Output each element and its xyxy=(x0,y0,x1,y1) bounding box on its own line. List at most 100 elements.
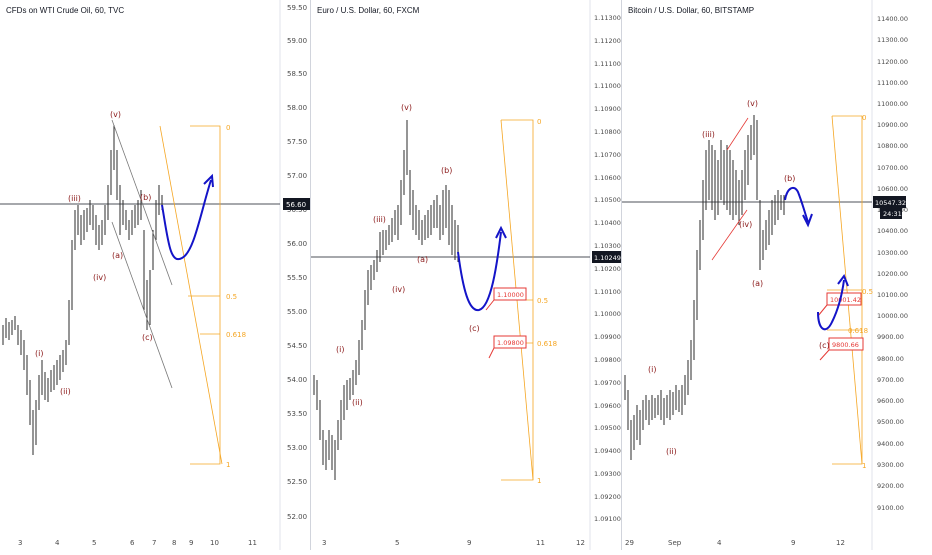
eurusd-callout-label: 1.09800 xyxy=(497,339,524,347)
wti-fib-retracement: 0 0.5 0.618 1 xyxy=(159,124,246,469)
btcusd-wave-label: (b) xyxy=(784,174,795,183)
wti-y-tick: 52.50 xyxy=(287,478,307,486)
btcusd-y-tick: 9400.00 xyxy=(877,440,904,448)
btcusd-y-tick: 9900.00 xyxy=(877,333,904,341)
eurusd-y-tick: 1.10600 xyxy=(594,174,621,182)
eurusd-x-tick: 3 xyxy=(322,539,326,547)
wti-x-tick: 5 xyxy=(92,539,96,547)
btcusd-wave-label: (c) xyxy=(819,341,830,350)
eurusd-y-axis: 1.11300 1.11200 1.11100 1.11000 1.10900 … xyxy=(594,14,621,523)
wti-x-tick: 7 xyxy=(152,539,156,547)
wti-x-tick: 9 xyxy=(189,539,193,547)
btcusd-y-tick: 10100.00 xyxy=(877,291,908,299)
btcusd-chart: 11400.00 11300.00 11200.00 11100.00 1100… xyxy=(622,0,908,550)
wti-wave-label: (i) xyxy=(35,349,43,358)
wti-y-tick: 59.00 xyxy=(287,37,307,45)
eurusd-wave-label: (iii) xyxy=(373,215,386,224)
wti-projection-arrowhead xyxy=(203,173,214,188)
btcusd-projection-arrowhead xyxy=(837,273,849,287)
btcusd-time-badge xyxy=(880,208,902,219)
btcusd-x-tick: 29 xyxy=(625,539,634,547)
wti-x-tick: 4 xyxy=(55,539,60,547)
eurusd-wave-label: (ii) xyxy=(352,398,363,407)
btcusd-x-axis: 29 Sep 4 9 12 xyxy=(625,539,845,547)
wti-wave-label: (b) xyxy=(140,193,151,202)
wti-trend-line xyxy=(111,221,173,389)
btcusd-y-tick: 10200.00 xyxy=(877,270,908,278)
panel-divider xyxy=(310,0,311,550)
chart-panel-eurusd: 1.11300 1.11200 1.11100 1.11000 1.10900 … xyxy=(311,0,621,550)
btcusd-y-tick: 11200.00 xyxy=(877,58,908,66)
eurusd-wave-label: (v) xyxy=(401,103,412,112)
btcusd-y-tick: 9600.00 xyxy=(877,397,904,405)
chart-panel-btcusd: 11400.00 11300.00 11200.00 11100.00 1100… xyxy=(622,0,932,550)
btcusd-y-tick: 10600.00 xyxy=(877,185,908,193)
btcusd-price-badge xyxy=(873,196,906,208)
btcusd-callout: 9800.66 xyxy=(819,337,864,361)
wti-y-tick: 55.00 xyxy=(287,308,307,316)
wti-y-tick: 58.00 xyxy=(287,104,307,112)
btcusd-projection-arrowhead xyxy=(802,213,813,228)
eurusd-y-tick: 1.10000 xyxy=(594,310,621,318)
eurusd-fib-label: 0.618 xyxy=(537,340,557,348)
wti-y-axis: 59.50 59.00 58.50 58.00 57.50 57.00 56.5… xyxy=(287,4,307,521)
btcusd-callout-label: 10001.42 xyxy=(830,296,861,304)
eurusd-y-tick: 1.09100 xyxy=(594,515,621,523)
eurusd-y-tick: 1.10800 xyxy=(594,128,621,136)
btcusd-fib-retracement: 0 0.5 0.618 1 xyxy=(827,114,873,470)
wti-price-bars xyxy=(2,125,163,455)
eurusd-callout-label: 1.10000 xyxy=(497,291,524,299)
btcusd-callout: 10001.42 xyxy=(817,292,862,317)
wti-x-tick: 3 xyxy=(18,539,22,547)
btcusd-fib-label: 0.5 xyxy=(862,288,873,296)
eurusd-y-tick: 1.10300 xyxy=(594,242,621,250)
eurusd-y-tick: 1.09200 xyxy=(594,493,621,501)
eurusd-y-tick: 1.10400 xyxy=(594,219,621,227)
wti-fib-label: 0.618 xyxy=(226,331,246,339)
wti-y-tick: 54.00 xyxy=(287,376,307,384)
wti-fib-label: 1 xyxy=(226,461,230,469)
eurusd-projection-arrowhead xyxy=(495,225,507,239)
eurusd-y-tick: 1.10200 xyxy=(594,265,621,273)
eurusd-x-tick: 9 xyxy=(467,539,471,547)
btcusd-wave-label: (i) xyxy=(648,365,656,374)
wti-y-tick: 57.00 xyxy=(287,172,307,180)
eurusd-wave-label: (b) xyxy=(441,166,452,175)
btcusd-y-tick: 11000.00 xyxy=(877,100,908,108)
eurusd-y-tick: 1.10900 xyxy=(594,105,621,113)
btcusd-y-tick: 9700.00 xyxy=(877,376,904,384)
eurusd-y-tick: 1.09300 xyxy=(594,470,621,478)
wti-x-tick: 10 xyxy=(210,539,219,547)
eurusd-callout: 1.09800 xyxy=(488,335,527,359)
wti-wave-label: (a) xyxy=(112,251,123,260)
eurusd-y-tick: 1.10500 xyxy=(594,196,621,204)
btcusd-y-tick: 10900.00 xyxy=(877,121,908,129)
btcusd-time-label: 24:31 xyxy=(883,210,902,218)
btcusd-y-tick: 10400.00 xyxy=(877,227,908,235)
eurusd-y-tick: 1.09800 xyxy=(594,356,621,364)
wti-wave-label: (ii) xyxy=(60,387,71,396)
wti-y-tick: 58.50 xyxy=(287,70,307,78)
btcusd-trend-line xyxy=(711,209,748,261)
btcusd-x-tick: 12 xyxy=(836,539,845,547)
eurusd-y-tick: 1.10100 xyxy=(594,288,621,296)
wti-y-tick: 55.50 xyxy=(287,274,307,282)
wti-y-tick: 57.50 xyxy=(287,138,307,146)
btcusd-y-tick: 9100.00 xyxy=(877,504,904,512)
eurusd-x-tick: 11 xyxy=(536,539,545,547)
wti-fib-label: 0.5 xyxy=(226,293,237,301)
btcusd-y-tick: 10700.00 xyxy=(877,164,908,172)
btcusd-callout-label: 9800.66 xyxy=(832,341,859,349)
eurusd-fib-retracement: 0 0.5 0.618 1 xyxy=(496,118,557,485)
btcusd-fib-label: 0 xyxy=(862,114,866,122)
btcusd-y-axis: 11400.00 11300.00 11200.00 11100.00 1100… xyxy=(877,15,908,512)
wti-price-label: 56.60 xyxy=(286,201,306,209)
eurusd-fib-label: 1 xyxy=(537,477,541,485)
wti-y-tick: 53.50 xyxy=(287,410,307,418)
eurusd-y-tick: 1.09900 xyxy=(594,333,621,341)
wti-y-tick: 54.50 xyxy=(287,342,307,350)
wti-y-tick: 56.00 xyxy=(287,240,307,248)
wti-wave-label: (c) xyxy=(142,333,153,342)
btcusd-x-tick: 9 xyxy=(791,539,795,547)
eurusd-callout: 1.10000 xyxy=(485,287,527,311)
